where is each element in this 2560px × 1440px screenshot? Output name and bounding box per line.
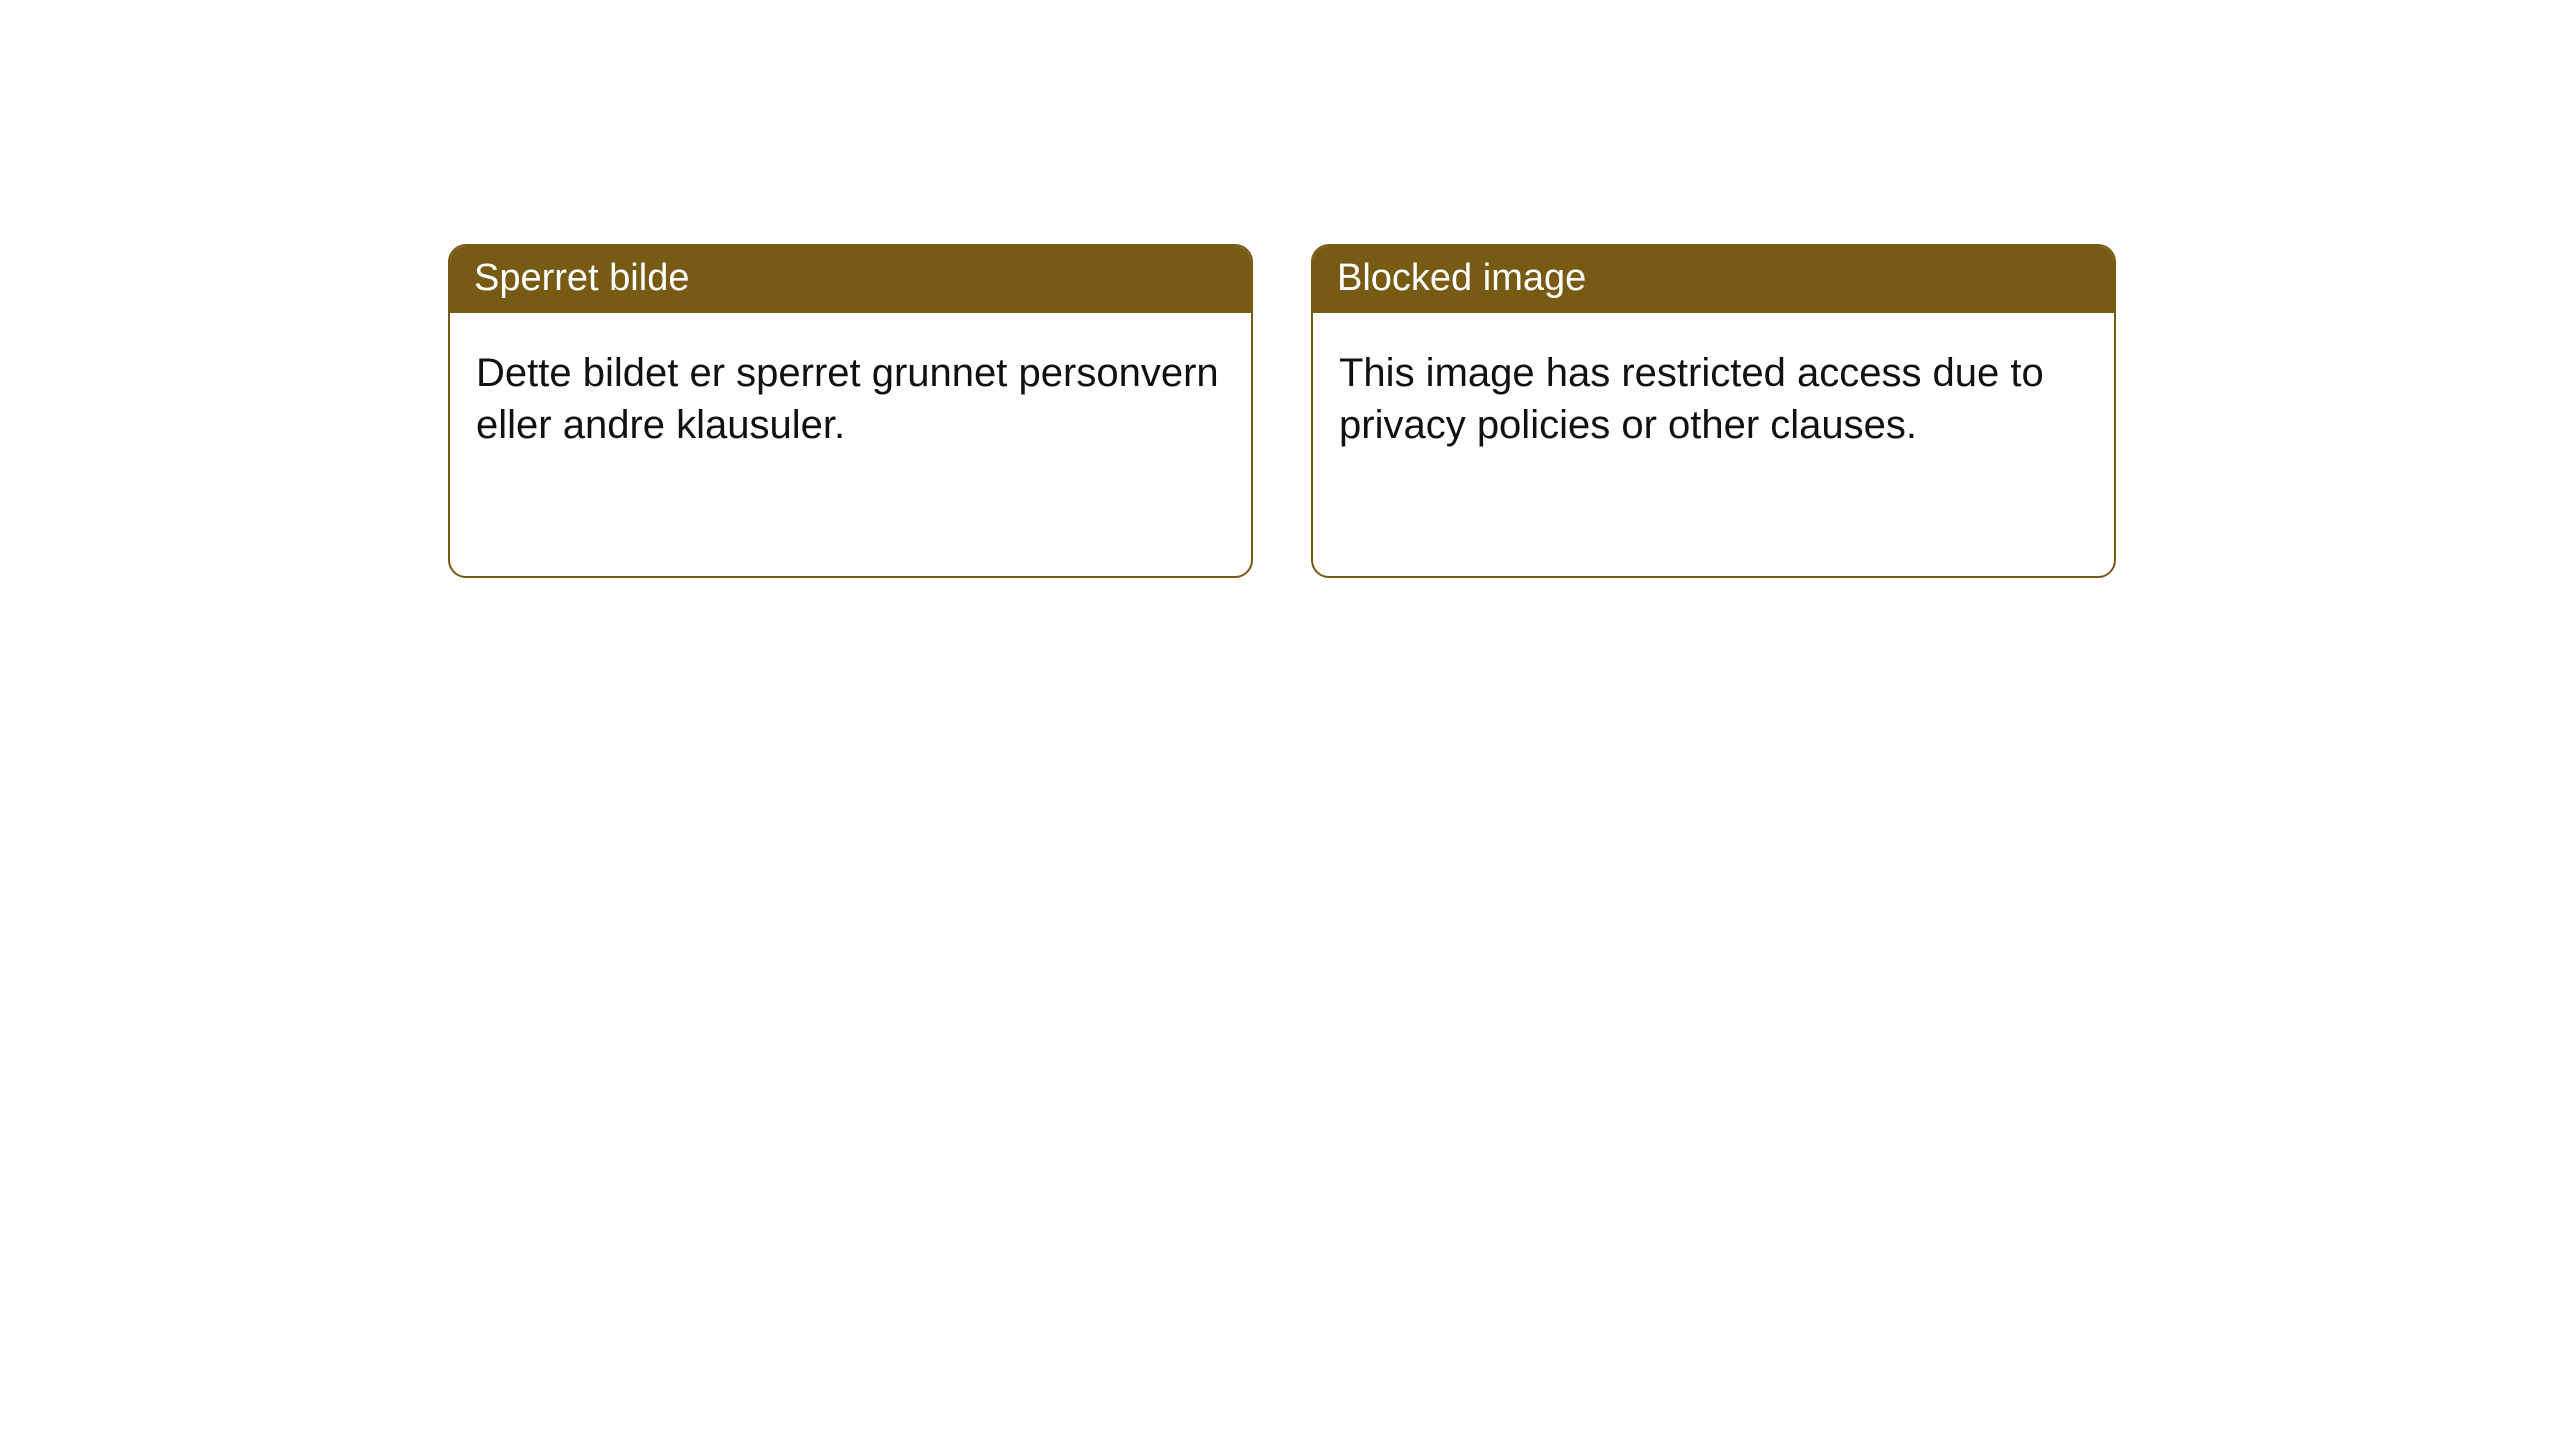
card-body-norwegian: Dette bildet er sperret grunnet personve…	[450, 313, 1251, 485]
cards-row: Sperret bilde Dette bildet er sperret gr…	[448, 244, 2116, 578]
card-header-norwegian: Sperret bilde	[450, 246, 1251, 313]
card-norwegian: Sperret bilde Dette bildet er sperret gr…	[448, 244, 1253, 578]
card-header-english: Blocked image	[1313, 246, 2114, 313]
card-english: Blocked image This image has restricted …	[1311, 244, 2116, 578]
card-body-english: This image has restricted access due to …	[1313, 313, 2114, 485]
